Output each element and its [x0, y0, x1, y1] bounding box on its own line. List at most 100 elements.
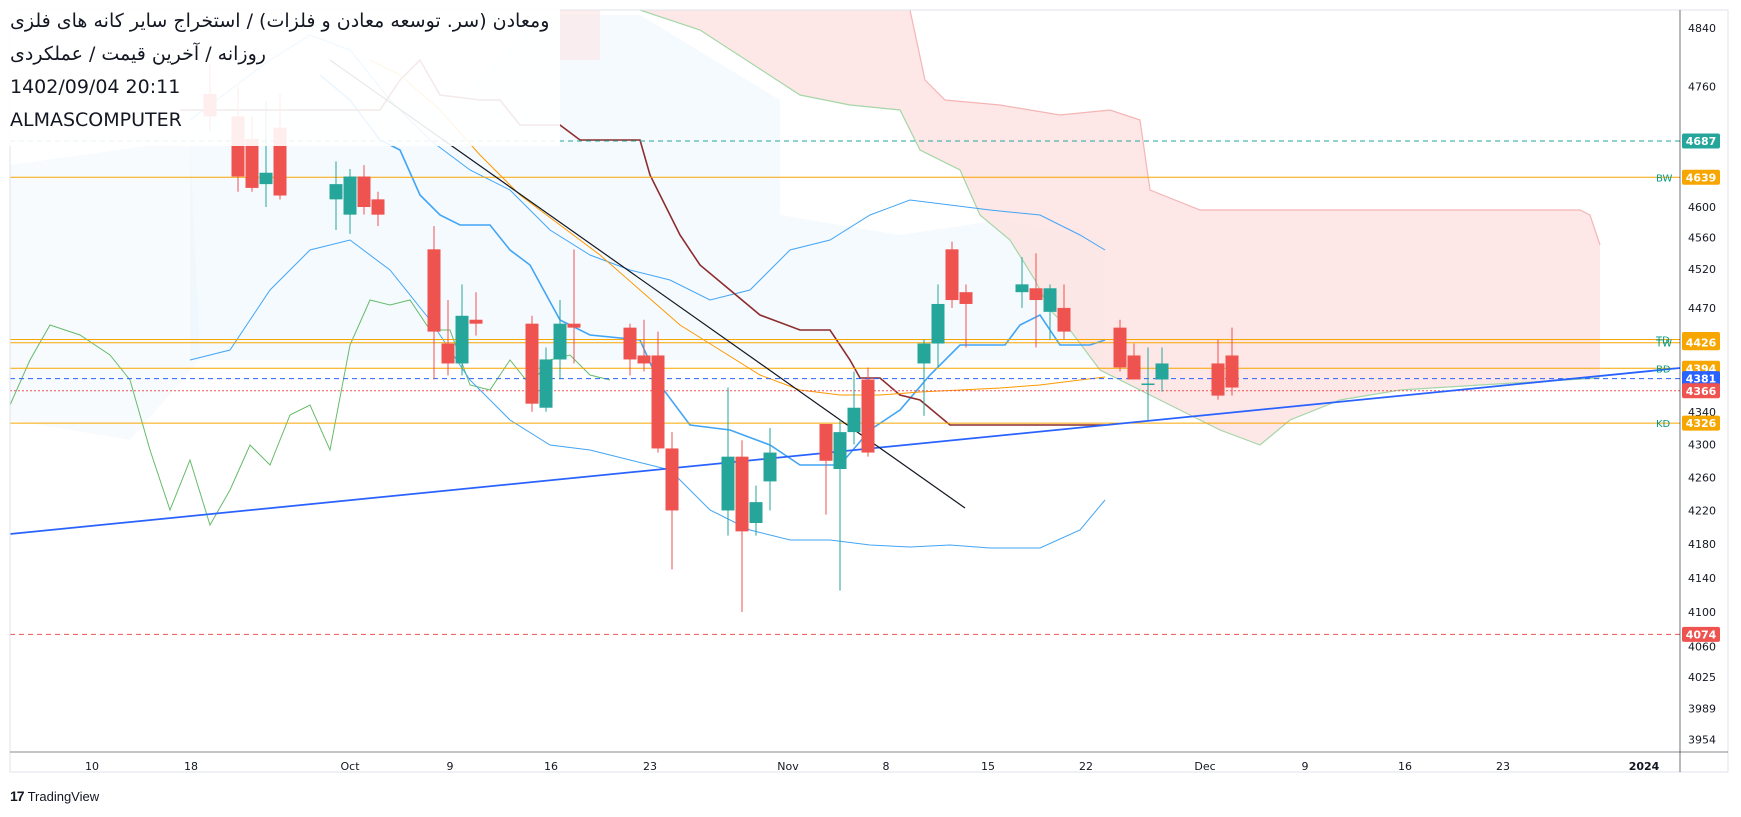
tradingview-logo[interactable]: 17 TradingView — [10, 788, 99, 804]
y-tick-label-19: 4140 — [1688, 572, 1716, 585]
y-tick-label-16: 4260 — [1688, 471, 1716, 484]
price-tag-text: 4366 — [1686, 385, 1717, 398]
y-tick-label-4: 4600 — [1688, 201, 1716, 214]
price-tag-7: 4326 — [1682, 415, 1720, 431]
candle-body — [1211, 363, 1225, 396]
candle-34 — [1029, 253, 1043, 348]
candle-body — [637, 355, 651, 364]
candle-28 — [861, 367, 875, 457]
price-tag-bg — [1682, 169, 1720, 185]
candle-body — [623, 327, 637, 360]
chart-frame — [9, 9, 1729, 773]
price-tag-1: 4639 — [1682, 169, 1720, 185]
price-tag-text: 4426 — [1686, 337, 1717, 350]
candle-body — [427, 249, 441, 332]
candle-body — [847, 407, 861, 433]
candle-16 — [567, 249, 581, 364]
candle-body — [1141, 383, 1155, 386]
x-tick-label-8: 15 — [981, 760, 995, 773]
candle-27 — [847, 371, 861, 445]
price-tag-bg — [1682, 371, 1720, 387]
candle-body — [931, 303, 945, 344]
level-label-0: BW — [1656, 173, 1673, 184]
moving-average — [369, 59, 1106, 396]
price-tag-text: 4074 — [1686, 628, 1717, 641]
candle-20 — [665, 432, 679, 570]
candle-body — [343, 176, 357, 215]
y-tick-label-23: 4025 — [1688, 671, 1716, 684]
y-tick-label-0: 4840 — [1688, 22, 1716, 35]
x-tick-label-2: Oct — [340, 760, 360, 773]
candle-body — [861, 379, 875, 453]
chart-title: ومعادن (سر. توسعه معادن و فلزات) / استخر… — [10, 10, 550, 32]
price-tag-6: 4366 — [1682, 383, 1720, 399]
candle-body — [1113, 327, 1127, 368]
candle-33 — [1015, 257, 1029, 308]
x-tick-label-0: 10 — [85, 760, 99, 773]
chart-datetime: 1402/09/04 20:11 — [10, 76, 181, 98]
cloud-left-fill — [10, 140, 200, 440]
candle-body — [525, 323, 539, 404]
x-tick-label-10: Dec — [1194, 760, 1215, 773]
candle-body — [1029, 288, 1043, 301]
price-tag-bg — [1682, 626, 1720, 642]
candle-18 — [637, 319, 651, 372]
candle-13 — [525, 315, 539, 412]
candle-body — [455, 315, 469, 364]
candle-5 — [329, 161, 343, 231]
candle-41 — [1211, 339, 1225, 400]
candle-body — [959, 292, 973, 304]
candle-39 — [1141, 347, 1155, 420]
y-tick-label-22: 4060 — [1688, 641, 1716, 654]
bollinger-band-fill — [190, 15, 1105, 360]
x-tick-label-4: 16 — [544, 760, 558, 773]
y-tick-label-25: 3954 — [1688, 734, 1716, 747]
candle-body — [469, 319, 483, 324]
candle-7 — [357, 165, 371, 215]
level-label-2: TW — [1655, 339, 1672, 350]
x-tick-label-6: Nov — [777, 760, 799, 773]
tenkan-sen — [319, 74, 1106, 466]
candle-body — [1015, 284, 1029, 293]
x-tick-label-5: 23 — [643, 760, 657, 773]
x-tick-label-12: 16 — [1398, 760, 1412, 773]
candle-body — [917, 343, 931, 364]
candle-15 — [553, 300, 567, 380]
x-tick-label-14: 2024 — [1629, 760, 1660, 773]
candle-35 — [1043, 284, 1057, 340]
chart-author: ALMASCOMPUTER — [10, 109, 182, 131]
candle-31 — [945, 241, 959, 308]
x-tick-label-3: 9 — [447, 760, 454, 773]
tradingview-logo-icon: 17 — [10, 788, 25, 804]
candle-body — [1043, 288, 1057, 312]
x-tick-label-7: 8 — [883, 760, 890, 773]
y-tick-label-24: 3989 — [1688, 703, 1716, 716]
senkou-span-b — [909, 10, 1601, 246]
y-tick-label-1: 4760 — [1688, 81, 1716, 94]
y-tick-label-15: 4300 — [1688, 438, 1716, 451]
candle-body — [329, 184, 343, 200]
price-tag-bg — [1682, 383, 1720, 399]
level-label-4: KD — [1656, 419, 1671, 430]
candle-body — [259, 172, 273, 185]
chikou-span — [10, 299, 611, 527]
candle-26 — [833, 419, 847, 591]
bollinger-lower — [189, 239, 1106, 549]
y-tick-label-20: 4100 — [1688, 606, 1716, 619]
candle-body — [245, 138, 259, 188]
candle-30 — [931, 284, 945, 368]
candle-37 — [1113, 319, 1127, 372]
level-label-1: TD — [1655, 336, 1670, 347]
candle-23 — [749, 485, 763, 536]
candle-36 — [1057, 284, 1071, 340]
price-tag-5: 4381 — [1682, 371, 1720, 387]
candle-8 — [371, 191, 385, 227]
candle-42 — [1225, 327, 1239, 396]
candle-body — [763, 452, 777, 482]
x-tick-label-11: 9 — [1302, 760, 1309, 773]
candle-body — [749, 502, 763, 523]
candle-29 — [917, 339, 931, 416]
price-tag-8: 4074 — [1682, 626, 1720, 642]
candle-body — [567, 323, 581, 328]
price-tag-bg — [1682, 415, 1720, 431]
